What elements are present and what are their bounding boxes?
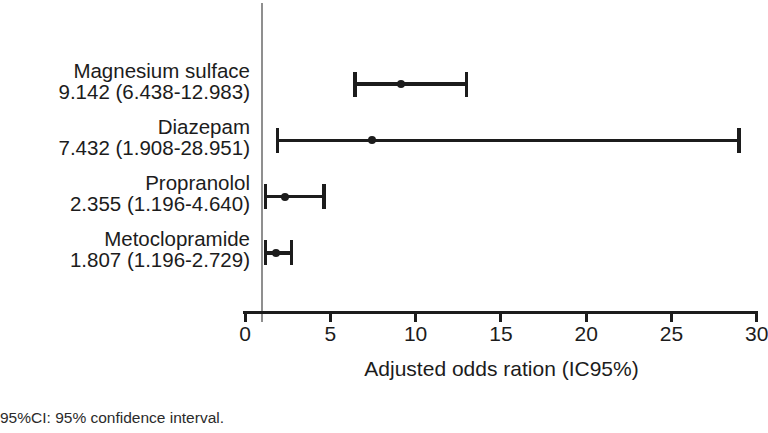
x-axis-tick-label: 5 bbox=[300, 322, 360, 346]
ci-cap-low bbox=[353, 72, 357, 97]
ci-cap-low bbox=[276, 128, 280, 153]
ci-cap-low bbox=[264, 184, 268, 209]
drug-name-label: Propranolol bbox=[0, 172, 250, 193]
x-axis-tick-label: 25 bbox=[642, 322, 702, 346]
drug-name-label: Magnesium sulface bbox=[0, 60, 250, 81]
x-axis-tick bbox=[585, 314, 588, 322]
estimate-ci-label: 2.355 (1.196-4.640) bbox=[0, 193, 250, 214]
x-axis-tick bbox=[414, 314, 417, 322]
error-bar bbox=[355, 82, 467, 86]
x-axis-tick bbox=[670, 314, 673, 322]
forest-plot-figure: 0 5 10 15 20 25 30 Magnesium sulface9.142 (6.43… bbox=[0, 0, 768, 433]
x-axis-tick-label: 30 bbox=[727, 322, 768, 346]
x-axis-tick-label: 10 bbox=[386, 322, 446, 346]
drug-name-label: Metoclopramide bbox=[0, 228, 250, 249]
point-marker bbox=[397, 80, 405, 88]
x-axis-tick-label: 20 bbox=[556, 322, 616, 346]
drug-name-label: Diazepam bbox=[0, 116, 250, 137]
error-bar bbox=[265, 195, 324, 199]
x-axis-tick-label: 0 bbox=[215, 322, 275, 346]
ci-cap-high bbox=[322, 184, 326, 209]
x-axis-tick bbox=[244, 314, 247, 322]
estimate-ci-label: 1.807 (1.196-2.729) bbox=[0, 249, 250, 270]
row-label-block: Metoclopramide1.807 (1.196-2.729) bbox=[0, 228, 250, 270]
ci-cap-high bbox=[737, 128, 741, 153]
x-axis-tick-label: 15 bbox=[471, 322, 531, 346]
row-label-block: Diazepam7.432 (1.908-28.951) bbox=[0, 116, 250, 158]
row-label-block: Magnesium sulface9.142 (6.438-12.983) bbox=[0, 60, 250, 102]
x-axis-tick bbox=[499, 314, 502, 322]
point-marker bbox=[272, 249, 280, 257]
point-marker bbox=[281, 193, 289, 201]
estimate-ci-label: 7.432 (1.908-28.951) bbox=[0, 137, 250, 158]
error-bar bbox=[278, 139, 739, 143]
ci-cap-high bbox=[465, 72, 469, 97]
x-axis-title: Adjusted odds ration (IC95%) bbox=[245, 356, 758, 382]
x-axis-tick bbox=[755, 314, 758, 322]
x-axis-tick bbox=[329, 314, 332, 322]
footnote: 95%CI: 95% confidence interval. bbox=[0, 408, 224, 428]
estimate-ci-label: 9.142 (6.438-12.983) bbox=[0, 81, 250, 102]
row-label-block: Propranolol2.355 (1.196-4.640) bbox=[0, 172, 250, 214]
ci-cap-low bbox=[264, 240, 268, 265]
ci-cap-high bbox=[290, 240, 294, 265]
point-marker bbox=[368, 136, 376, 144]
